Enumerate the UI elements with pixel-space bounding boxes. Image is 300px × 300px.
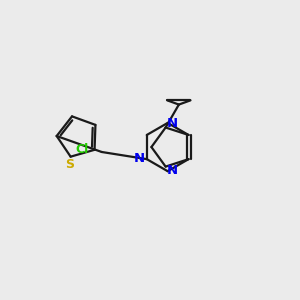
Text: S: S bbox=[64, 158, 74, 171]
Text: Cl: Cl bbox=[76, 143, 89, 156]
Text: N: N bbox=[167, 164, 178, 177]
Text: N: N bbox=[167, 118, 178, 130]
Text: N: N bbox=[134, 152, 145, 165]
